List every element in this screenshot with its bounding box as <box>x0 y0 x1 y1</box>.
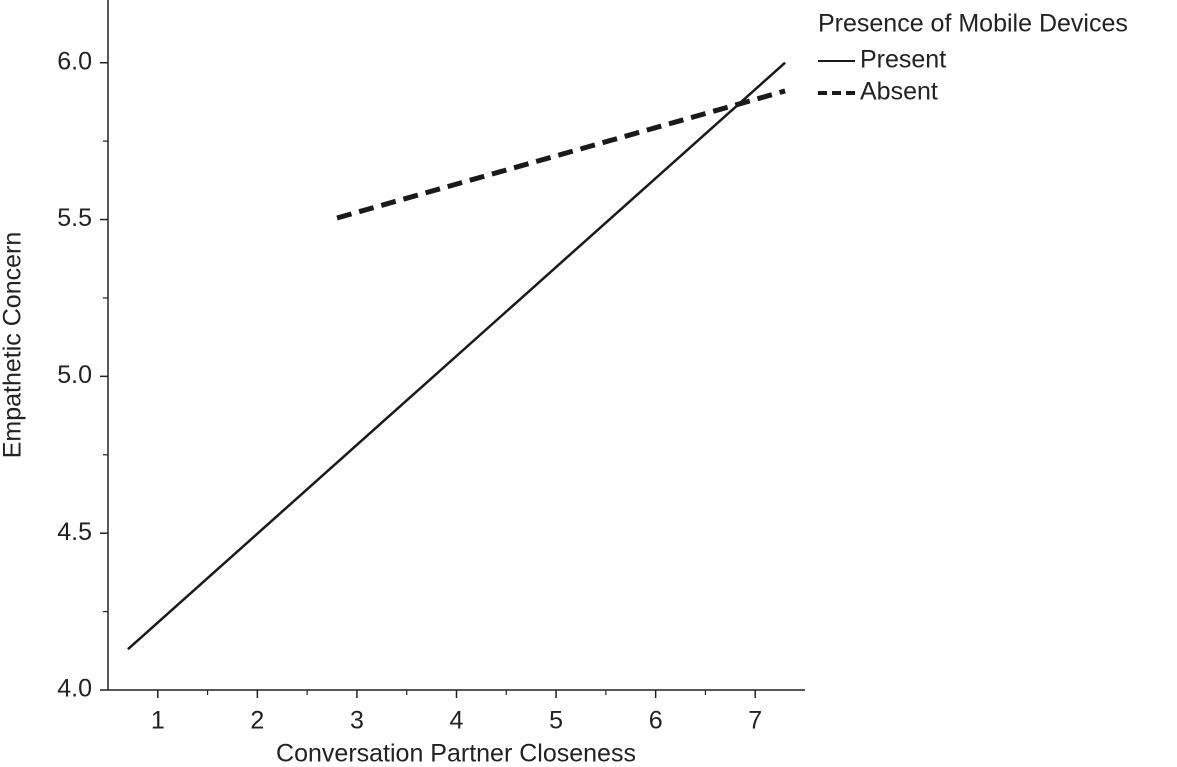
y-tick-label: 5.0 <box>57 361 92 389</box>
x-tick-label: 7 <box>748 707 762 735</box>
legend-label: Absent <box>860 78 938 106</box>
x-axis-label: Conversation Partner Closeness <box>276 740 636 767</box>
y-tick-label: 4.0 <box>57 675 92 703</box>
legend-label: Present <box>860 46 946 74</box>
x-tick-label: 2 <box>250 707 264 735</box>
y-tick-label: 5.5 <box>57 204 92 232</box>
x-tick-label: 4 <box>450 707 464 735</box>
x-tick-label: 5 <box>549 707 563 735</box>
series-line <box>336 88 786 221</box>
x-tick-label: 6 <box>649 707 663 735</box>
x-tick-label: 1 <box>151 707 165 735</box>
legend-title: Presence of Mobile Devices <box>818 10 1128 38</box>
y-axis-label: Empathetic Concern <box>0 232 27 459</box>
series-line <box>127 61 786 651</box>
x-tick-label: 3 <box>350 707 364 735</box>
y-tick-label: 4.5 <box>57 518 92 546</box>
y-tick-label: 6.0 <box>57 47 92 75</box>
